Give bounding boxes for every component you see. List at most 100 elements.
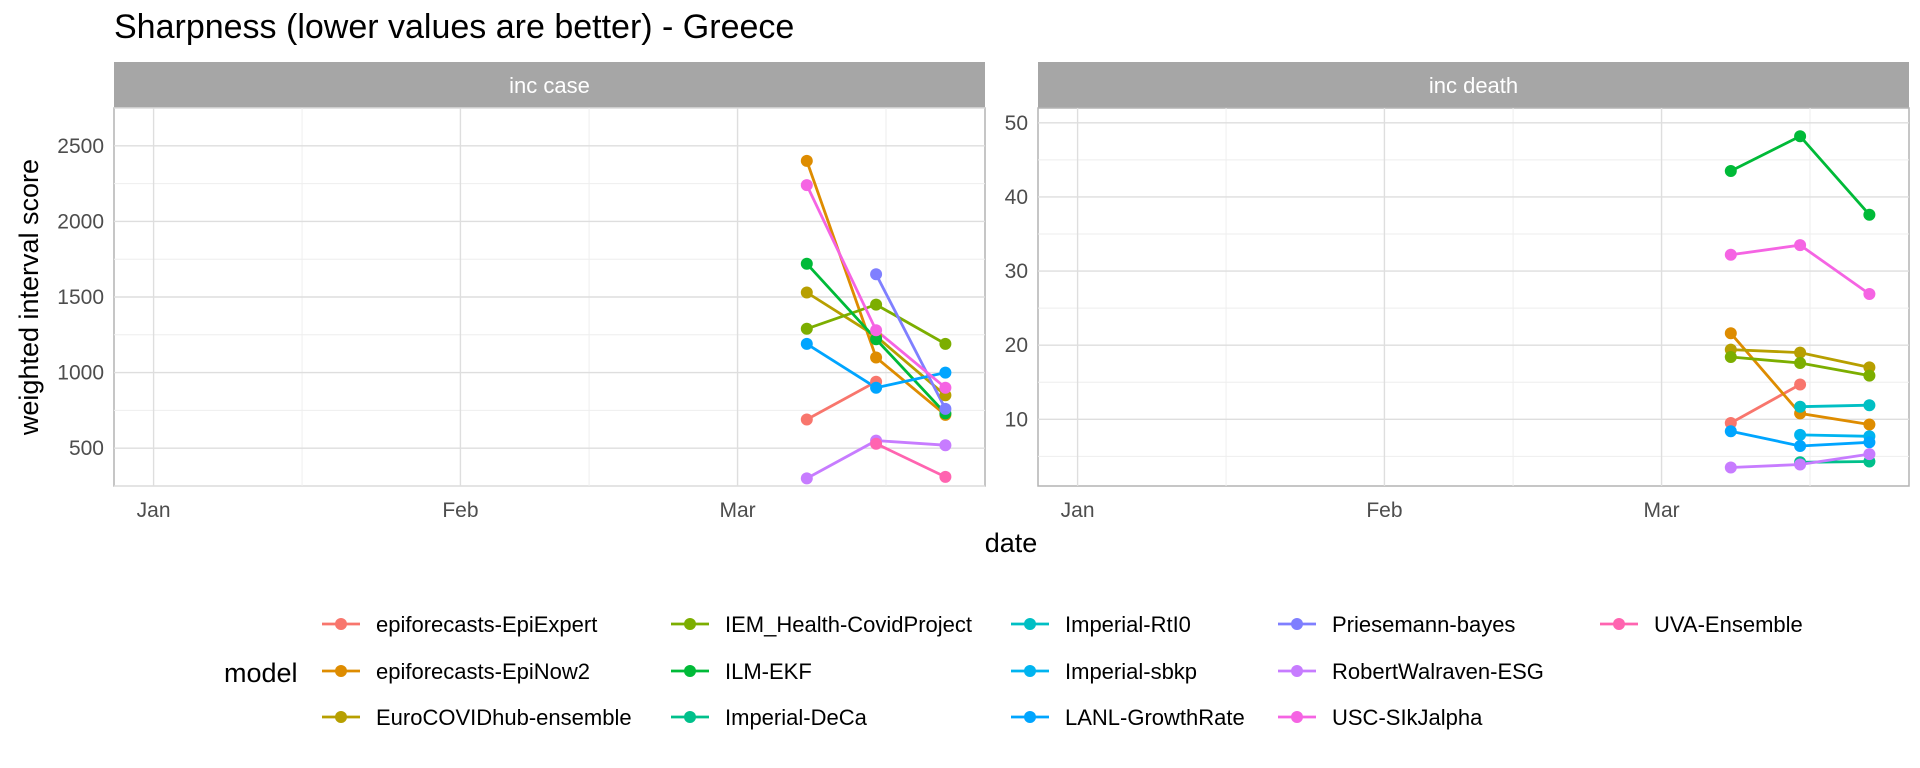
legend-item-iem-health-covidproject: IEM_Health-CovidProject bbox=[671, 612, 972, 637]
legend-label: UVA-Ensemble bbox=[1654, 612, 1803, 637]
point-usc-sikjalpha bbox=[800, 179, 813, 192]
strip-label-inc-case: inc case bbox=[509, 73, 590, 98]
grid-layer: 10 20 30 40 50 Jan Feb Mar bbox=[1005, 108, 1909, 522]
legend-key-point bbox=[1291, 711, 1303, 723]
point-priesemann-bayes bbox=[870, 268, 883, 281]
point-usc-sikjalpha bbox=[870, 324, 883, 337]
legend-label: IEM_Health-CovidProject bbox=[725, 612, 972, 637]
point-usc-sikjalpha bbox=[1724, 248, 1737, 261]
legend-item-eurocovidhub-ensemble: EuroCOVIDhub-ensemble bbox=[322, 705, 632, 730]
point-usc-sikjalpha bbox=[939, 381, 952, 394]
strip-background bbox=[1038, 62, 1909, 108]
point-epiforecasts-epinow2 bbox=[800, 154, 813, 167]
series-line-priesemann-bayes bbox=[874, 273, 947, 410]
strip-label-inc-death: inc death bbox=[1429, 73, 1518, 98]
series-line-uva-ensemble bbox=[875, 442, 947, 479]
x-tick-label: Feb bbox=[442, 499, 478, 522]
legend-key-point bbox=[335, 711, 347, 723]
point-lanl-growthrate bbox=[939, 366, 952, 379]
legend-item-imperial-deca: Imperial-DeCa bbox=[671, 705, 868, 730]
y-axis-title: weighted interval score bbox=[14, 159, 44, 436]
legend-key-point bbox=[684, 711, 696, 723]
point-epiforecasts-epiexpert bbox=[1724, 417, 1737, 429]
point-uva-ensemble bbox=[870, 437, 883, 450]
y-tick-label: 40 bbox=[1005, 186, 1028, 209]
panel-inc-death: inc death 10 20 30 40 50 Jan Feb Mar bbox=[1005, 62, 1910, 522]
legend-item-imperial-sbkp: Imperial-sbkp bbox=[1011, 659, 1197, 684]
legend-item-priesemann-bayes: Priesemann-bayes bbox=[1278, 612, 1515, 637]
legend-item-lanl-growthrate: LANL-GrowthRate bbox=[1011, 705, 1245, 730]
legend-key-point bbox=[1024, 711, 1036, 723]
point-iem-health-covidproject bbox=[870, 298, 883, 311]
point-robertwalraven-esg bbox=[1863, 448, 1876, 461]
legend-key-point bbox=[1291, 618, 1303, 630]
point-ilm-ekf bbox=[1724, 165, 1737, 177]
legend-item-imperial-rti0: Imperial-RtI0 bbox=[1011, 612, 1191, 637]
y-tick-label: 20 bbox=[1005, 334, 1028, 357]
legend-label: Imperial-RtI0 bbox=[1065, 612, 1191, 637]
legend-label: Imperial-sbkp bbox=[1065, 659, 1197, 684]
point-ilm-ekf bbox=[800, 257, 813, 270]
legend-key-point bbox=[1291, 665, 1303, 677]
legend-key-point bbox=[1024, 665, 1036, 677]
point-iem-health-covidproject bbox=[1724, 351, 1737, 363]
point-imperial-rti0 bbox=[1794, 400, 1807, 413]
y-tick-label: 2500 bbox=[57, 135, 104, 158]
series-layer bbox=[800, 154, 952, 485]
series-layer bbox=[1724, 130, 1876, 474]
point-usc-sikjalpha bbox=[1863, 288, 1876, 300]
point-eurocovidhub-ensemble bbox=[800, 286, 813, 299]
x-tick-label: Feb bbox=[1366, 499, 1402, 522]
point-ilm-ekf bbox=[1794, 130, 1807, 143]
x-tick-label: Jan bbox=[1061, 499, 1095, 522]
point-epiforecasts-epinow2 bbox=[1724, 327, 1737, 340]
legend-item-uva-ensemble: UVA-Ensemble bbox=[1600, 612, 1803, 637]
point-usc-sikjalpha bbox=[1794, 239, 1807, 252]
legend-label: RobertWalraven-ESG bbox=[1332, 659, 1544, 684]
legend-item-robertwalraven-esg: RobertWalraven-ESG bbox=[1278, 659, 1544, 684]
legend-key-point bbox=[684, 665, 696, 677]
x-tick-label: Mar bbox=[719, 499, 755, 522]
chart-title: Sharpness (lower values are better) - Gr… bbox=[114, 8, 794, 46]
panel-inc-case: inc case 500 1000 1500 2000 2500 Jan Feb Mar bbox=[57, 62, 986, 522]
point-priesemann-bayes bbox=[939, 402, 952, 415]
point-lanl-growthrate bbox=[870, 381, 883, 394]
point-eurocovidhub-ensemble bbox=[1794, 346, 1807, 359]
point-uva-ensemble bbox=[939, 470, 952, 483]
legend-key-point bbox=[1024, 618, 1036, 630]
point-epiforecasts-epinow2 bbox=[870, 351, 883, 364]
point-robertwalraven-esg bbox=[939, 439, 952, 452]
legend-label: epiforecasts-EpiExpert bbox=[376, 612, 597, 637]
legend-item-epiforecasts-epinow2: epiforecasts-EpiNow2 bbox=[322, 659, 590, 684]
legend-key-point bbox=[1613, 618, 1625, 630]
legend-label: EuroCOVIDhub-ensemble bbox=[376, 705, 632, 730]
legend: model epiforecasts-EpiExpert epiforecasts… bbox=[224, 612, 1803, 730]
y-tick-label: 500 bbox=[69, 437, 104, 460]
point-imperial-rti0 bbox=[1863, 399, 1876, 412]
legend-item-usc-sikjalpha: USC-SIkJalpha bbox=[1278, 705, 1483, 730]
legend-label: USC-SIkJalpha bbox=[1332, 705, 1483, 730]
legend-item-ilm-ekf: ILM-EKF bbox=[671, 659, 812, 684]
y-tick-label: 10 bbox=[1005, 408, 1028, 431]
point-epiforecasts-epiexpert bbox=[1794, 378, 1807, 391]
legend-key-point bbox=[335, 665, 347, 677]
x-tick-label: Jan bbox=[137, 499, 171, 522]
point-iem-health-covidproject bbox=[1794, 357, 1807, 369]
point-lanl-growthrate bbox=[800, 337, 813, 350]
point-lanl-growthrate bbox=[1724, 425, 1737, 438]
y-tick-label: 1500 bbox=[57, 286, 104, 309]
point-iem-health-covidproject bbox=[1863, 369, 1876, 382]
legend-item-epiforecasts-epiexpert: epiforecasts-EpiExpert bbox=[322, 612, 597, 637]
legend-label: LANL-GrowthRate bbox=[1065, 705, 1245, 730]
point-lanl-growthrate bbox=[1794, 440, 1807, 452]
point-imperial-sbkp bbox=[1794, 428, 1807, 441]
point-robertwalraven-esg bbox=[1794, 458, 1807, 471]
point-epiforecasts-epiexpert bbox=[800, 413, 813, 426]
point-robertwalraven-esg bbox=[1724, 461, 1737, 474]
legend-key-point bbox=[684, 618, 696, 630]
x-tick-label: Mar bbox=[1643, 499, 1679, 522]
legend-key-point bbox=[335, 618, 347, 630]
grid-layer: 500 1000 1500 2000 2500 Jan Feb Mar bbox=[57, 107, 985, 522]
point-iem-health-covidproject bbox=[800, 322, 813, 335]
y-tick-label: 30 bbox=[1005, 260, 1028, 283]
